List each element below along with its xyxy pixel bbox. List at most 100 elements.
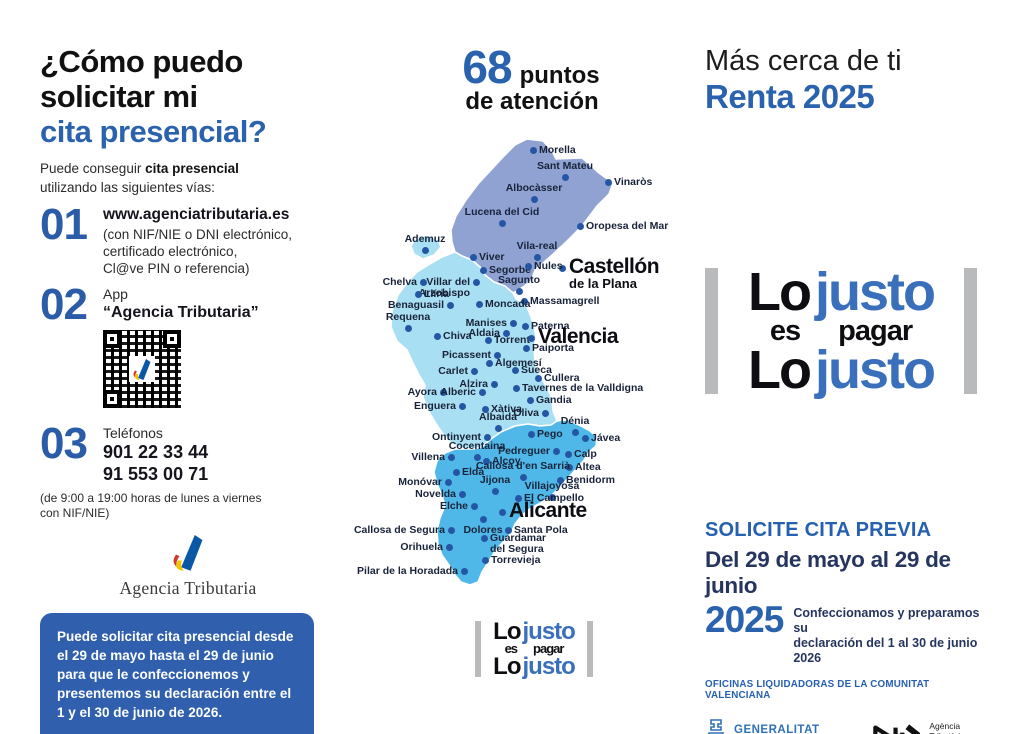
city-dot <box>490 380 498 388</box>
city-dot <box>444 478 452 486</box>
city-dot <box>447 453 455 461</box>
city-dot <box>460 567 468 575</box>
website-link[interactable]: www.agenciatributaria.es <box>103 206 290 223</box>
app-name: “Agencia Tributaria” <box>103 304 259 321</box>
city-dot <box>571 428 579 436</box>
city-dot <box>604 178 612 186</box>
city-label: Elda <box>462 466 485 478</box>
city-label: Castellón de la Plana <box>569 255 660 291</box>
city-dot <box>581 434 589 442</box>
city-dot <box>433 332 441 340</box>
panel-map: 68 puntos de atención Morella Sant Mateu V… <box>354 41 685 680</box>
phone-number-2: 91 553 00 71 <box>103 464 209 484</box>
logo-lo: Lo <box>748 262 812 322</box>
city-label: Villar del Arzobispo <box>418 276 470 299</box>
attention-points-label1: puntos <box>519 62 600 89</box>
city-label: Cullera <box>544 372 580 384</box>
city-dot <box>526 396 534 404</box>
city-dot <box>522 344 530 352</box>
logo-justo: justo <box>522 653 576 680</box>
city-dot <box>527 334 535 342</box>
city-label: Moncada <box>485 298 531 310</box>
city-dot <box>493 351 501 359</box>
valencian-community-map: Morella Sant Mateu Vinaròs Albocàsser Lucena… <box>354 135 685 595</box>
city-dot <box>529 146 537 154</box>
city-dot <box>519 473 527 481</box>
city-label: Vinaròs <box>614 176 653 188</box>
step-number-03: 03 <box>40 419 88 468</box>
city-label: Orihuela <box>400 541 443 553</box>
logo-lo: Lo <box>493 653 521 680</box>
aeat-logo: Agencia Tributaria <box>40 533 336 599</box>
phone-note-line2: con NIF/NIE) <box>40 506 110 520</box>
step-web: 01 www.agenciatributaria.es (con NIF/NIE… <box>40 203 336 277</box>
city-label: Torrent <box>494 334 530 346</box>
city-dot <box>470 502 478 510</box>
city-label: Requena <box>385 311 431 323</box>
atv-arrows-icon <box>872 724 921 734</box>
city-dot <box>480 534 488 542</box>
city-label: Guardamar del Segura <box>490 532 547 555</box>
intro-bold: cita presencial <box>145 161 239 176</box>
city-label: Sant Mateu <box>536 160 594 172</box>
city-dot <box>421 246 429 254</box>
atv-text-line1: Agència Tributària <box>929 721 965 734</box>
city-dot <box>475 300 483 308</box>
city-label: Pego <box>537 428 563 440</box>
intro-prefix: Puede conseguir <box>40 161 146 176</box>
city-label: Ademuz <box>404 233 446 245</box>
title-line1: ¿Cómo puedo <box>40 44 243 79</box>
logo-bar-right <box>964 268 977 394</box>
city-dot <box>419 278 427 286</box>
logo-bar-left <box>705 268 718 394</box>
city-dot <box>556 476 564 484</box>
city-label: Manises <box>465 317 507 329</box>
notice-paragraph-1: Puede solicitar cita presencial desde el… <box>57 629 294 720</box>
city-dot <box>564 450 572 458</box>
panel-how-to-request: ¿Cómo puedo solicitar mi cita presencial… <box>40 44 336 734</box>
city-label: Sagunto <box>498 274 540 286</box>
step-app-pre: App <box>103 286 128 302</box>
city-label: Chiva <box>443 330 472 342</box>
city-dot <box>414 290 422 298</box>
city-dot <box>445 543 453 551</box>
step-app: 02 App “Agencia Tributaria” <box>40 283 336 408</box>
city-label: Viver <box>479 251 505 263</box>
city-dot <box>446 301 454 309</box>
qr-finder-icon <box>103 330 121 348</box>
city-label: Altea <box>575 461 601 473</box>
city-label: Dolores <box>463 524 503 536</box>
city-label: Ontinyent <box>432 431 481 443</box>
logo-bar-left <box>475 621 481 677</box>
city-label: Dénia <box>560 415 590 427</box>
city-dot <box>469 253 477 261</box>
city-dot <box>483 433 491 441</box>
city-label: Alcoy <box>492 455 521 467</box>
cta-note: Confeccionamos y preparamos su declaraci… <box>793 603 987 666</box>
city-label: Algemesí <box>495 357 542 369</box>
phone-note-line1: (de 9:00 a 19:00 horas de lunes a vierne… <box>40 491 262 505</box>
logo-pagar: pagar <box>533 641 564 656</box>
city-label: Novelda <box>415 488 456 500</box>
map-region-alicante <box>433 419 598 586</box>
city-label: Callosa d'en Sarrià <box>475 460 571 472</box>
city-dot <box>524 262 532 270</box>
city-dot <box>511 366 519 374</box>
offices-note: OFICINAS LIQUIDADORAS DE LA COMUNITAT VA… <box>705 679 930 701</box>
attention-points-count: 68 <box>462 41 512 93</box>
city-label: Cocentaina <box>448 440 506 452</box>
cta-block: SOLICITE CITA PREVIA Del 29 de mayo al 2… <box>705 519 987 701</box>
logo-pagar: pagar <box>838 315 913 347</box>
logo-bar-right <box>587 621 593 677</box>
city-dot <box>491 487 499 495</box>
city-dot <box>458 402 466 410</box>
city-label: Villena <box>411 451 445 463</box>
cta-note-line2: declaración del 1 al 30 de junio 2026 <box>793 636 978 665</box>
page-title: ¿Cómo puedo solicitar mi cita presencial… <box>40 44 336 149</box>
logo-justo: justo <box>522 618 576 645</box>
city-label: Aldaia <box>468 327 500 339</box>
notice-box: Puede solicitar cita presencial desde el… <box>40 613 314 734</box>
city-dot <box>504 526 512 534</box>
intro-text: Puede conseguir cita presencial utilizan… <box>40 159 336 197</box>
city-label: Calp <box>574 448 597 460</box>
